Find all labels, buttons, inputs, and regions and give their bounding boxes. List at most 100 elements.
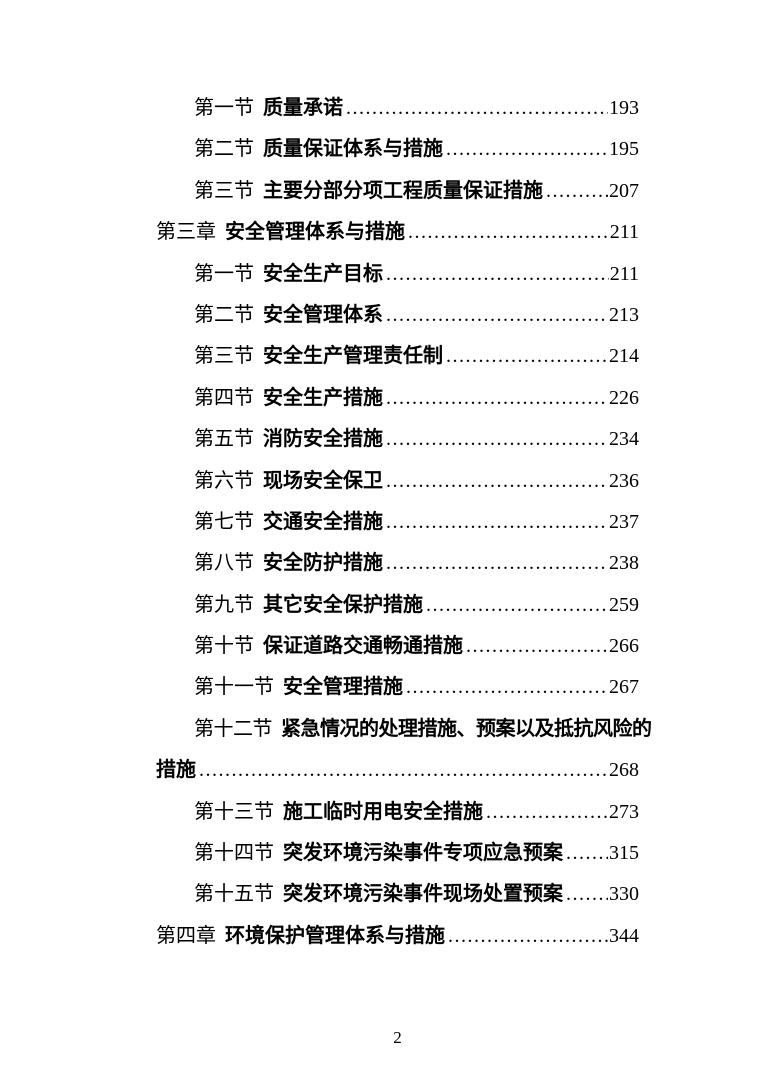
dot-leader [386, 461, 608, 502]
toc-entry[interactable]: 第二节 质量保证体系与措施 195 [156, 129, 639, 170]
toc-entry-title: 安全生产管理责任制 [263, 345, 443, 368]
dot-leader [386, 254, 609, 295]
toc-entry[interactable]: 措施 268 [156, 750, 639, 791]
toc-entry-title: 质量承诺 [263, 97, 343, 119]
dot-leader [486, 792, 608, 833]
toc-entry-number: 第三节 [194, 179, 254, 202]
toc-entry-page: 344 [609, 924, 639, 947]
toc-entry[interactable]: 第三节 主要分部分项工程质量保证措施 207 [156, 171, 639, 212]
toc-entry-title: 环境保护管理体系与措施 [225, 924, 445, 947]
toc-entry[interactable]: 第三章 安全管理体系与措施 211 [156, 212, 639, 253]
toc-entry-title: 紧急情况的处理措施、预案以及抵抗风险的 [281, 717, 652, 740]
toc-entry-number: 第四节 [194, 386, 254, 409]
toc-entry-title: 消防安全措施 [263, 428, 383, 451]
toc-entry-title: 质量保证体系与措施 [263, 138, 443, 161]
toc-entry-page: 211 [609, 221, 639, 244]
toc-entry-page: 238 [609, 552, 639, 575]
dot-leader [386, 502, 608, 543]
dot-leader [346, 88, 608, 129]
toc-entry-page: 266 [609, 635, 639, 658]
dot-leader [386, 419, 608, 460]
toc-entry-page: 267 [609, 676, 639, 699]
toc-entry-title: 主要分部分项工程质量保证措施 [263, 179, 543, 202]
dot-leader [386, 543, 608, 584]
dot-leader [406, 667, 608, 708]
dot-leader [566, 874, 608, 915]
dot-leader [566, 833, 608, 874]
toc-entry-number: 第三节 [194, 345, 254, 368]
toc-entry[interactable]: 第四节 安全生产措施 226 [156, 378, 639, 419]
toc-entry-number: 第七节 [194, 510, 254, 533]
toc-entry-page: 214 [609, 345, 639, 368]
toc-entry[interactable]: 第八节 安全防护措施 238 [156, 543, 639, 584]
toc-list: 第一节 质量承诺 193 第二节 质量保证体系与措施 195 第三节 主要分部分… [156, 88, 652, 957]
dot-leader [426, 585, 608, 626]
toc-entry-title: 交通安全措施 [263, 510, 383, 533]
toc-entry-title: 安全管理措施 [283, 676, 403, 699]
toc-entry[interactable]: 第三节 安全生产管理责任制 214 [156, 336, 639, 377]
toc-entry-number: 第十三节 [194, 800, 274, 823]
toc-entry[interactable]: 第一节 安全生产目标 211 [156, 254, 639, 295]
toc-entry[interactable]: 第二节 安全管理体系 213 [156, 295, 639, 336]
toc-entry-title: 施工临时用电安全措施 [283, 800, 483, 823]
toc-entry-number: 第二节 [194, 303, 254, 326]
dot-leader [446, 129, 608, 170]
toc-entry-page: 207 [609, 179, 639, 202]
dot-leader [466, 626, 608, 667]
toc-entry-page: 234 [609, 428, 639, 451]
toc-entry-title: 安全生产措施 [263, 386, 383, 409]
toc-entry[interactable]: 第四章 环境保护管理体系与措施 344 [156, 916, 639, 957]
toc-entry-title: 安全生产目标 [263, 262, 383, 285]
toc-entry[interactable]: 第七节 交通安全措施 237 [156, 502, 639, 543]
toc-entry-page: 315 [609, 842, 639, 865]
toc-entry-number: 第四章 [156, 924, 216, 947]
dot-leader [386, 295, 608, 336]
toc-entry-page: 259 [609, 593, 639, 616]
toc-entry-page: 330 [609, 883, 639, 906]
toc-entry-title: 安全管理体系 [263, 303, 383, 326]
toc-entry-title: 保证道路交通畅通措施 [263, 635, 463, 658]
toc-entry[interactable]: 第十五节 突发环境污染事件现场处置预案 330 [156, 874, 639, 915]
toc-entry-number: 第六节 [194, 469, 254, 492]
toc-entry-number: 第三章 [156, 221, 216, 244]
toc-entry-number: 第一节 [194, 97, 254, 119]
toc-entry[interactable]: 第十四节 突发环境污染事件专项应急预案 315 [156, 833, 639, 874]
toc-entry-page: 273 [609, 800, 639, 823]
toc-entry-number: 第十四节 [194, 842, 274, 865]
dot-leader [448, 916, 608, 957]
toc-entry-page: 236 [609, 469, 639, 492]
toc-entry-title: 突发环境污染事件专项应急预案 [283, 842, 563, 865]
toc-entry[interactable]: 第十二节 紧急情况的处理措施、预案以及抵抗风险的 [156, 709, 652, 750]
toc-entry-number: 第十二节 [194, 717, 273, 740]
toc-entry[interactable]: 第十节 保证道路交通畅通措施 266 [156, 626, 639, 667]
toc-entry-page: 213 [609, 303, 639, 326]
toc-entry-number: 第十节 [194, 635, 254, 658]
toc-entry-page: 211 [609, 262, 639, 285]
dot-leader [546, 171, 608, 212]
toc-entry-page: 226 [609, 386, 639, 409]
toc-entry-page: 237 [609, 510, 639, 533]
toc-entry-number: 第一节 [194, 262, 254, 285]
toc-entry-number: 第二节 [194, 138, 254, 161]
dot-leader [199, 750, 608, 791]
toc-entry[interactable]: 第十三节 施工临时用电安全措施 273 [156, 792, 639, 833]
toc-entry-title: 安全防护措施 [263, 552, 383, 575]
toc-entry[interactable]: 第五节 消防安全措施 234 [156, 419, 639, 460]
toc-entry[interactable]: 第一节 质量承诺 193 [156, 88, 639, 129]
toc-entry-title: 现场安全保卫 [263, 469, 383, 492]
toc-entry[interactable]: 第九节 其它安全保护措施 259 [156, 585, 639, 626]
toc-entry-page: 268 [609, 759, 639, 782]
toc-entry[interactable]: 第十一节 安全管理措施 267 [156, 667, 639, 708]
dot-leader [386, 378, 608, 419]
toc-entry-number: 第十一节 [194, 676, 274, 699]
toc-entry-title: 安全管理体系与措施 [225, 221, 405, 244]
toc-entry-page: 195 [609, 138, 639, 161]
toc-entry-number: 第五节 [194, 428, 254, 451]
toc-entry-title: 突发环境污染事件现场处置预案 [283, 883, 563, 906]
toc-entry-number: 第九节 [194, 593, 254, 616]
toc-entry[interactable]: 第六节 现场安全保卫 236 [156, 461, 639, 502]
page-number-footer: 2 [393, 1028, 402, 1047]
toc-entry-title: 措施 [156, 759, 196, 782]
toc-entry-number: 第十五节 [194, 883, 274, 906]
